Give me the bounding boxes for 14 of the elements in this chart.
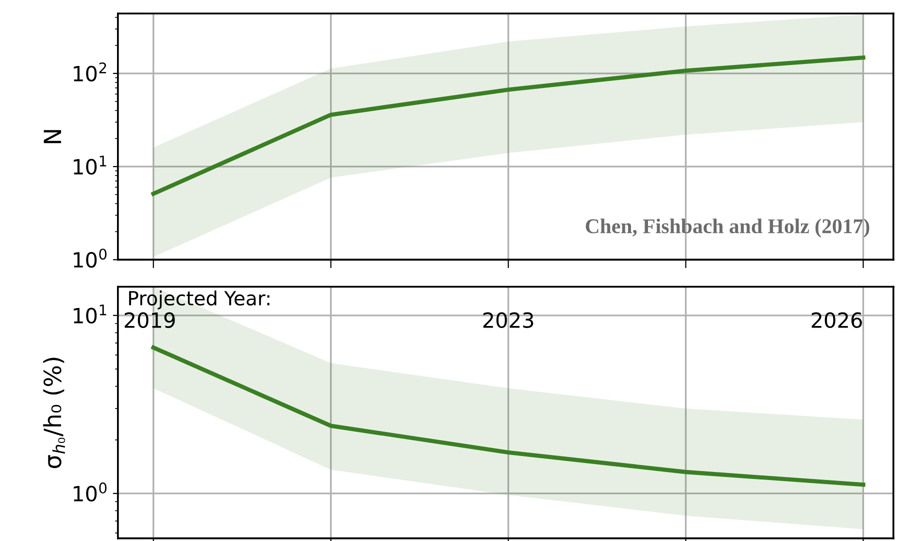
annotation: 2026: [812, 312, 862, 328]
y-tick-label: 10$^{0}$: [74, 248, 107, 268]
y-axis-title: N: [44, 130, 62, 144]
line-series: [151, 345, 866, 487]
y-tick-label: 10$^{2}$: [74, 62, 106, 82]
y-tick-label: 10$^{0}$: [74, 482, 107, 502]
y-axis-title: σ$_{h₀}$/h₀ (%): [43, 358, 66, 468]
annotation: Projected Year:: [129, 290, 270, 310]
line-series: [151, 56, 866, 196]
annotation: Chen, Fishbach and Holz (2017): [586, 218, 870, 238]
y-tick-label: 10$^{1}$: [74, 156, 106, 175]
annotation: 2019: [124, 312, 175, 328]
annotation: 2023: [483, 312, 534, 328]
y-tick-label: 10$^{1}$: [74, 304, 106, 324]
